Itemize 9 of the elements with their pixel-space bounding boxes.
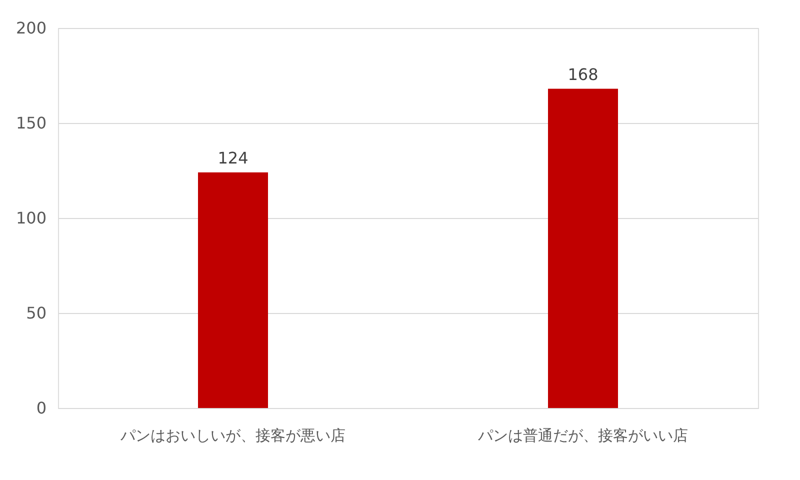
y-tick-label: 100	[16, 208, 46, 228]
data-label: 168	[568, 64, 598, 84]
x-tick-label: パンはおいしいが、接客が悪い店	[120, 426, 346, 444]
y-tick-label: 200	[16, 18, 46, 38]
x-tick-label: パンは普通だが、接客がいい店	[477, 426, 688, 444]
y-tick-label: 150	[16, 114, 46, 132]
y-tick-label: 0	[36, 398, 46, 418]
y-tick-label: 50	[26, 304, 46, 322]
data-label: 124	[218, 148, 248, 168]
